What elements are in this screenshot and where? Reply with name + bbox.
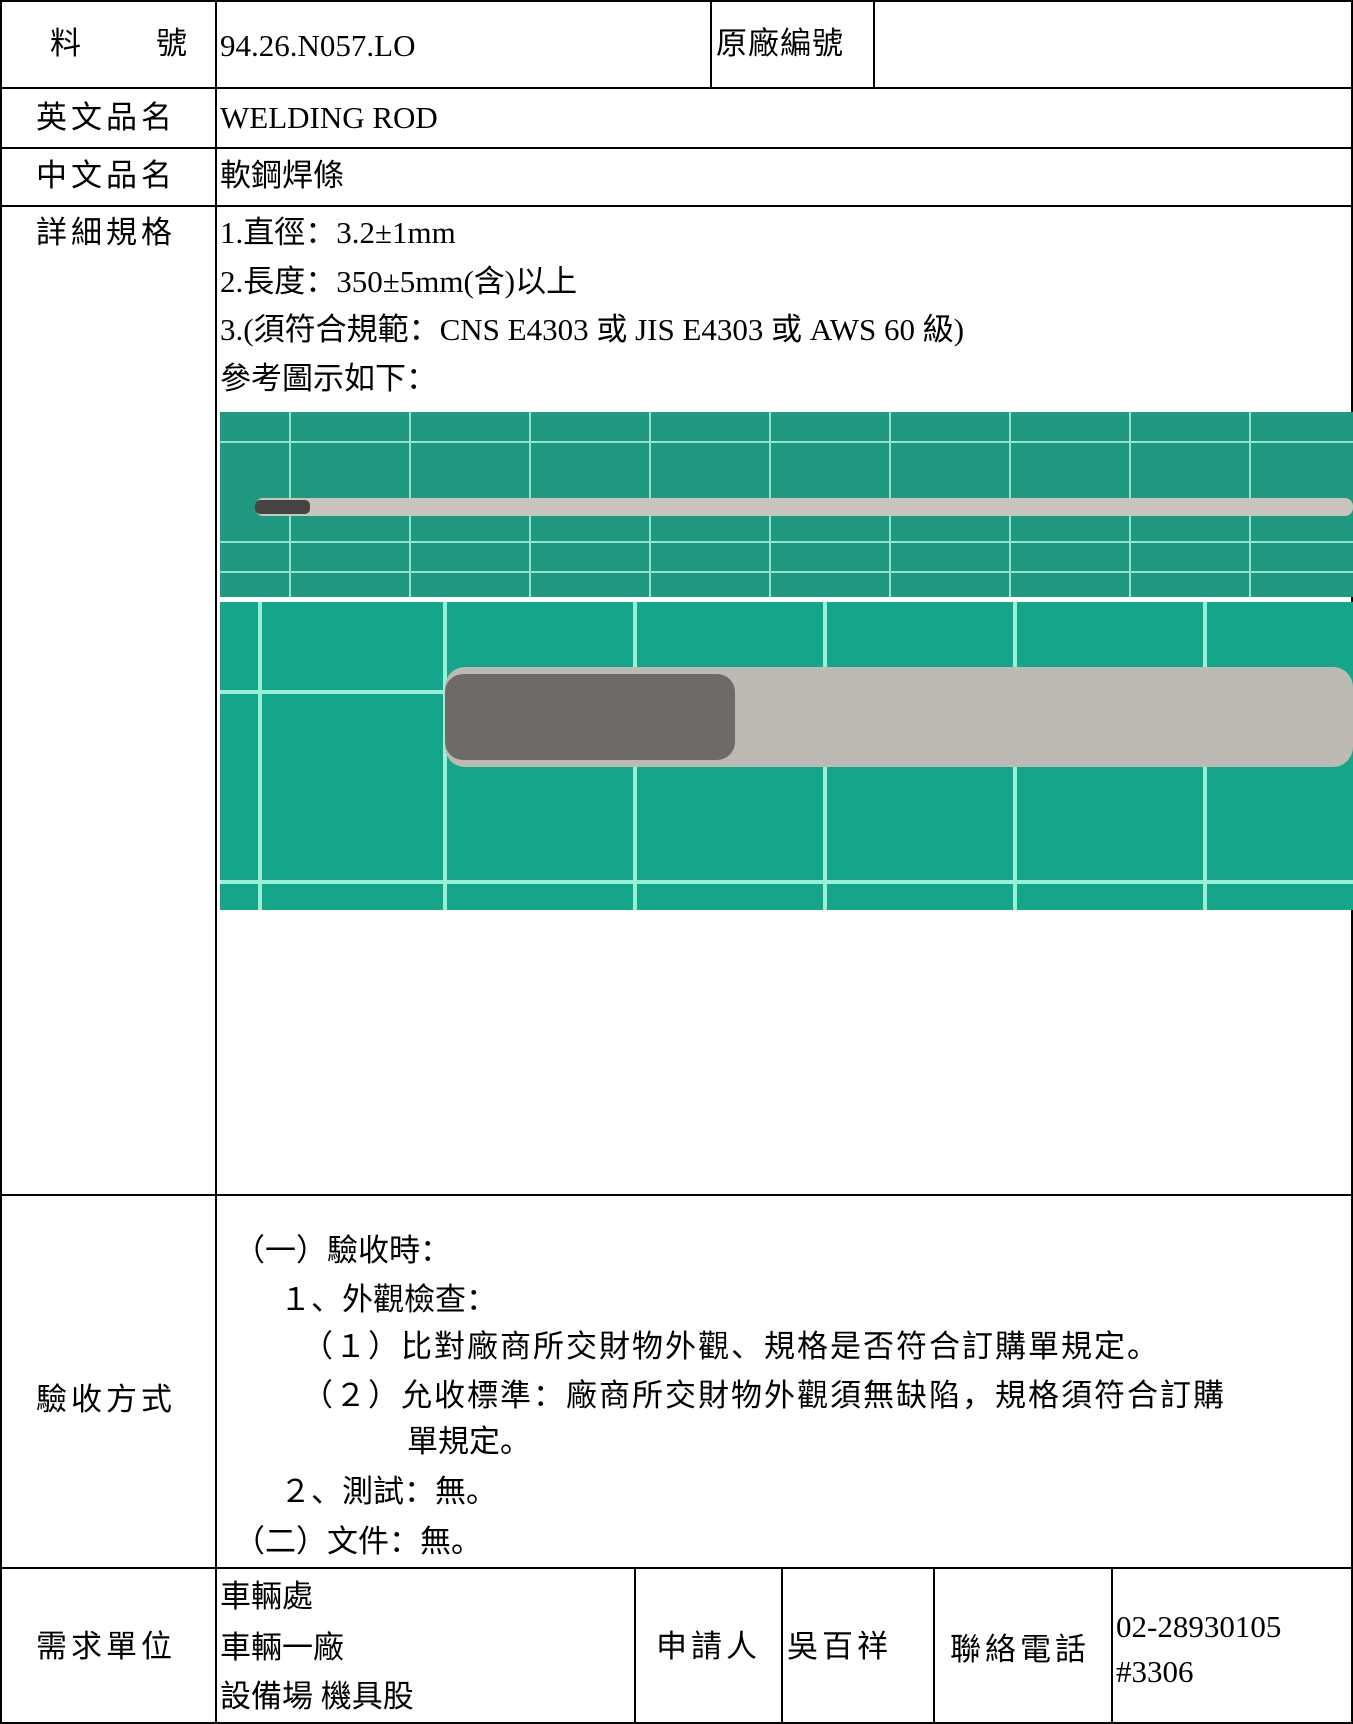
border [0, 205, 1353, 207]
photo [220, 412, 1353, 597]
label: 驗收方式 [36, 1382, 176, 1417]
border [873, 0, 875, 88]
acceptance-line: ２、測試：無。 [280, 1474, 497, 1509]
label: 英文品名 [36, 100, 176, 135]
border [0, 1567, 1353, 1569]
border [0, 147, 1353, 149]
acceptance-line: （１）比對廠商所交財物外觀、規格是否符合訂購單規定。 [302, 1329, 1160, 1364]
label: 需求單位 [36, 1629, 176, 1664]
label: 中文品名 [36, 158, 176, 193]
acceptance-line: （２）允收標準：廠商所交財物外觀須無缺陷，規格須符合訂購 [302, 1378, 1226, 1413]
border [781, 1568, 783, 1724]
border [634, 1568, 636, 1724]
border [933, 1568, 935, 1724]
value: 94.26.N057.LO [220, 28, 416, 63]
spec-line: 1.直徑：3.2±1mm [220, 215, 456, 250]
unit-line: 車輛處 [220, 1579, 313, 1614]
label: 原廠編號 [716, 26, 844, 61]
border [0, 0, 1353, 2]
spec-line: 2.長度：350±5mm(含)以上 [220, 264, 578, 299]
spec-line: 3.(須符合規範：CNS E4303 或 JIS E4303 或 AWS 60 … [220, 312, 965, 347]
value: WELDING ROD [220, 100, 438, 135]
acceptance-line: 單規定。 [407, 1424, 531, 1459]
unit-line: 車輛一廠 [220, 1630, 344, 1665]
acceptance-line: （二）文件：無。 [234, 1524, 482, 1559]
border [1111, 1568, 1113, 1724]
spec-line: 參考圖示如下： [220, 361, 437, 396]
phone-line: #3306 [1116, 1654, 1194, 1689]
acceptance-line: （一）驗收時： [234, 1233, 451, 1268]
border [215, 0, 217, 1724]
phone-line: 02-28930105 [1116, 1609, 1282, 1644]
border [0, 0, 2, 1724]
border [0, 1722, 1353, 1724]
value: 軟鋼焊條 [220, 158, 344, 193]
unit-line: 設備場 機具股 [220, 1679, 414, 1714]
acceptance-line: １、外觀檢查： [280, 1282, 497, 1317]
border [0, 87, 1353, 89]
label: 聯絡電話 [950, 1632, 1090, 1667]
photo [220, 602, 1353, 910]
border [710, 0, 712, 88]
label: 料 號 [50, 26, 209, 61]
label: 詳細規格 [36, 215, 176, 250]
label: 申請人 [656, 1629, 761, 1664]
value: 吳百祥 [787, 1629, 892, 1664]
border [0, 1194, 1353, 1196]
